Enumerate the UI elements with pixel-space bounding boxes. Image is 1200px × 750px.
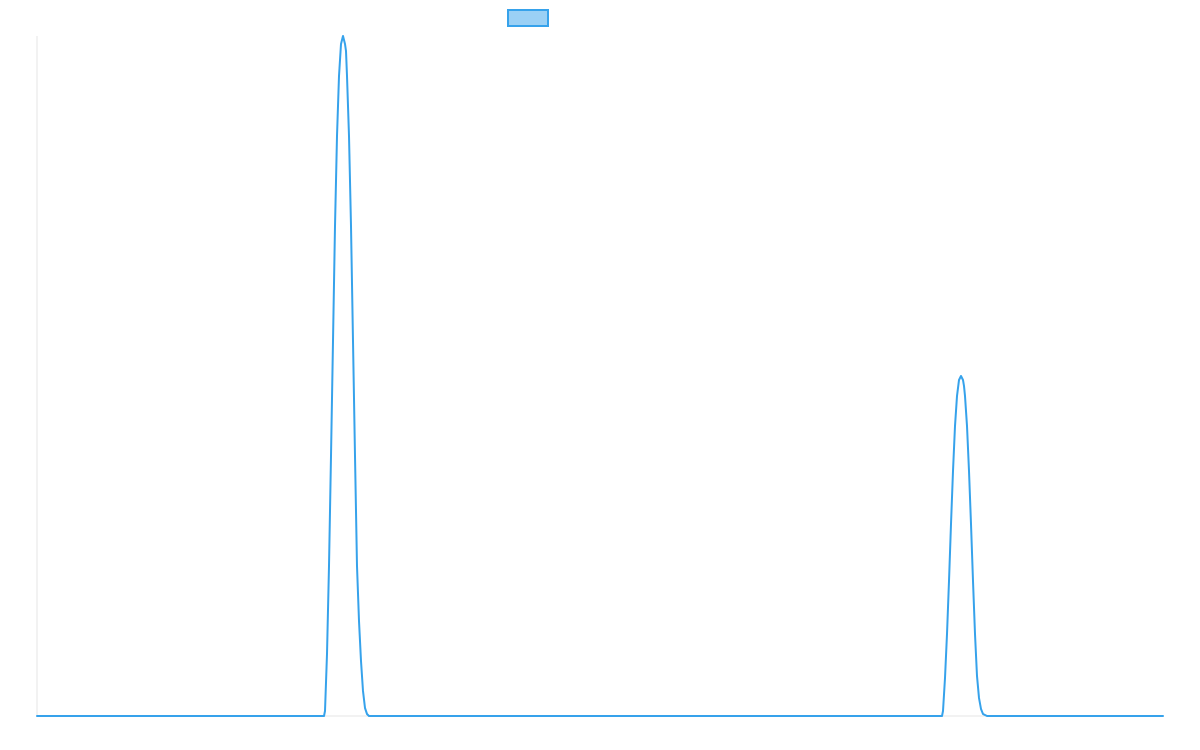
legend-swatch[interactable] <box>507 9 549 27</box>
axes-layer <box>36 36 1163 717</box>
series-line-0 <box>36 35 1164 717</box>
series-layer <box>36 35 1164 717</box>
legend[interactable] <box>507 9 549 27</box>
